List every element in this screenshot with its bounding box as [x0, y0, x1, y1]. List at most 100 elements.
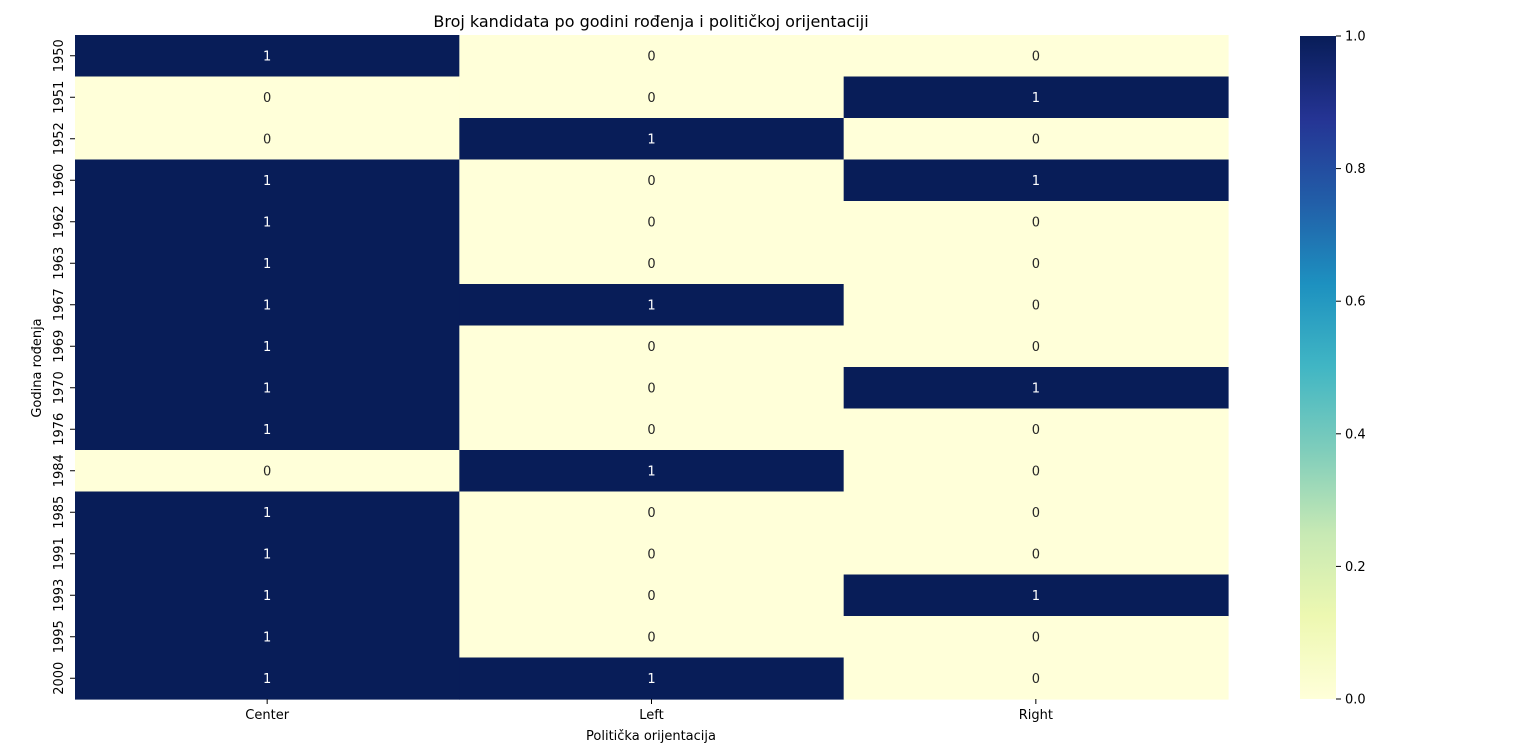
- heatmap-cell: [843, 533, 1229, 576]
- heatmap-cell: [843, 284, 1229, 327]
- heatmap-cell: [75, 118, 460, 161]
- y-tick-label: 1969: [52, 330, 67, 363]
- cell-annotations: 1 0 0 0 0 1 0 1 0 1 0 1 1 0 0 1 0 0 1 1 0 1 0 0 1 0 1 1 0 0 0 1 0 1 0 0 1 0 0 1…: [263, 49, 1040, 687]
- colorbar-tick-label: 0.4: [1345, 427, 1366, 442]
- colorbar-tick-label: 0.0: [1345, 693, 1366, 708]
- y-axis-label: Godina rođenja: [30, 318, 45, 417]
- cell-value-label: 1: [647, 132, 655, 147]
- heatmap-cell: [459, 367, 845, 410]
- cell-value-label: 0: [647, 174, 655, 189]
- cell-value-label: 0: [647, 257, 655, 272]
- colorbar-tick-label: 1.0: [1345, 30, 1366, 45]
- cell-value-label: 1: [263, 672, 271, 687]
- heatmap-cell: [843, 118, 1229, 161]
- heatmap-cell: [843, 408, 1229, 451]
- x-tick-label: Left: [639, 708, 663, 723]
- y-tick-label: 1963: [52, 247, 67, 280]
- colorbar-gradient: [1300, 36, 1336, 699]
- cell-value-label: 1: [1032, 381, 1040, 396]
- heatmap-cell: [75, 408, 460, 451]
- y-tick-label: 1962: [52, 205, 67, 238]
- heatmap-cell: [75, 76, 460, 119]
- cell-value-label: 0: [1032, 506, 1040, 521]
- heatmap-cell: [459, 76, 845, 119]
- cell-value-label: 1: [647, 464, 655, 479]
- heatmap-cell: [843, 616, 1229, 659]
- cell-value-label: 1: [647, 298, 655, 313]
- y-tick-label: 1993: [52, 579, 67, 612]
- heatmap-cell: [459, 408, 845, 451]
- heatmap-cell: [459, 35, 845, 78]
- colorbar-tick-label: 0.6: [1345, 295, 1366, 310]
- heatmap-cell: [75, 574, 460, 617]
- cell-value-label: 1: [263, 49, 271, 64]
- heatmap-cell: [843, 574, 1229, 617]
- y-tick-label: 1991: [52, 537, 67, 570]
- y-tick-label: 1976: [52, 413, 67, 446]
- cell-value-label: 1: [263, 215, 271, 230]
- cell-value-label: 1: [263, 298, 271, 313]
- heatmap-cell: [459, 284, 845, 327]
- cell-value-label: 0: [647, 215, 655, 230]
- heatmap-cell: [843, 367, 1229, 410]
- x-axis: Center Left Right: [245, 699, 1053, 723]
- heatmap-cells: [75, 35, 1229, 700]
- heatmap-cell: [459, 450, 845, 493]
- heatmap-cell: [75, 242, 460, 285]
- heatmap-cell: [75, 533, 460, 576]
- cell-value-label: 1: [263, 630, 271, 645]
- y-tick-label: 1970: [52, 371, 67, 404]
- cell-value-label: 0: [647, 423, 655, 438]
- cell-value-label: 1: [1032, 91, 1040, 106]
- colorbar-tick-label: 0.2: [1345, 560, 1366, 575]
- heatmap-cell: [843, 657, 1229, 700]
- heatmap-cell: [75, 616, 460, 659]
- cell-value-label: 0: [1032, 423, 1040, 438]
- cell-value-label: 1: [263, 340, 271, 355]
- cell-value-label: 0: [647, 49, 655, 64]
- cell-value-label: 0: [263, 464, 271, 479]
- cell-value-label: 1: [263, 547, 271, 562]
- x-tick-label: Center: [245, 708, 289, 723]
- cell-value-label: 0: [1032, 132, 1040, 147]
- heatmap-cell: [75, 657, 460, 700]
- heatmap-cell: [75, 159, 460, 202]
- heatmap-cell: [75, 201, 460, 244]
- heatmap-cell: [75, 367, 460, 410]
- heatmap-cell: [843, 450, 1229, 493]
- cell-value-label: 0: [1032, 215, 1040, 230]
- cell-value-label: 1: [263, 589, 271, 604]
- heatmap-cell: [843, 491, 1229, 534]
- cell-value-label: 0: [263, 132, 271, 147]
- heatmap-cell: [75, 35, 460, 78]
- cell-value-label: 0: [647, 381, 655, 396]
- heatmap-cell: [459, 159, 845, 202]
- heatmap-cell: [459, 325, 845, 368]
- cell-value-label: 0: [1032, 630, 1040, 645]
- y-tick-label: 1960: [52, 164, 67, 197]
- cell-value-label: 0: [1032, 49, 1040, 64]
- heatmap-cell: [459, 616, 845, 659]
- cell-value-label: 0: [263, 91, 271, 106]
- y-tick-label: 1967: [52, 288, 67, 321]
- cell-value-label: 0: [647, 547, 655, 562]
- y-tick-label: 1995: [52, 620, 67, 653]
- x-axis-label: Politička orijentacija: [586, 729, 716, 744]
- heatmap-cell: [75, 284, 460, 327]
- cell-value-label: 0: [1032, 340, 1040, 355]
- cell-value-label: 0: [647, 589, 655, 604]
- y-tick-label: 1952: [52, 122, 67, 155]
- cell-value-label: 0: [1032, 257, 1040, 272]
- cell-value-label: 1: [263, 381, 271, 396]
- cell-value-label: 1: [263, 506, 271, 521]
- cell-value-label: 1: [1032, 589, 1040, 604]
- cell-value-label: 0: [647, 630, 655, 645]
- colorbar-tick-label: 0.8: [1345, 162, 1366, 177]
- cell-value-label: 1: [263, 257, 271, 272]
- heatmap-cell: [843, 35, 1229, 78]
- heatmap-cell: [843, 76, 1229, 119]
- heatmap-cell: [459, 657, 845, 700]
- cell-value-label: 0: [1032, 298, 1040, 313]
